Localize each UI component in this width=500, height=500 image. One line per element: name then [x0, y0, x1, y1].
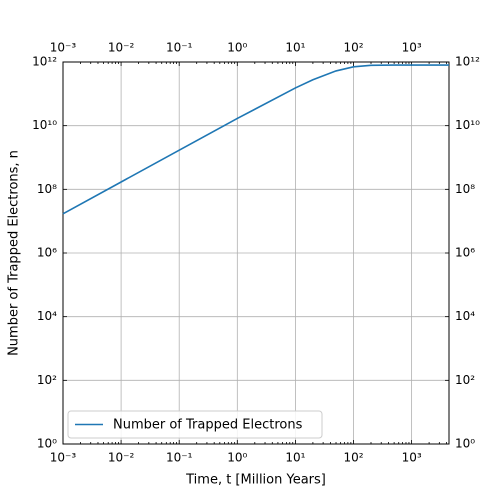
x-tick-label-top: 10³ [402, 41, 422, 55]
x-tick-label: 10³ [402, 451, 422, 465]
x-tick-label: 10⁰ [227, 451, 247, 465]
y-tick-label: 10⁴ [37, 309, 57, 323]
y-tick-label-right: 10¹² [455, 55, 480, 69]
y-tick-label-right: 10⁰ [455, 437, 475, 451]
y-tick-label-right: 10⁴ [455, 309, 475, 323]
y-tick-label-right: 10⁶ [455, 246, 475, 260]
y-tick-label: 10¹⁰ [32, 118, 57, 132]
x-tick-label: 10⁻¹ [166, 451, 193, 465]
y-tick-label: 10⁰ [37, 437, 57, 451]
y-tick-label: 10⁸ [37, 182, 57, 196]
y-tick-label: 10² [37, 373, 57, 387]
x-axis-label: Time, t [Million Years] [185, 473, 326, 488]
x-tick-label-top: 10⁻² [108, 41, 135, 55]
y-tick-label: 10⁶ [37, 246, 57, 260]
x-tick-label: 10¹ [285, 451, 305, 465]
x-tick-label-top: 10² [343, 41, 363, 55]
legend: Number of Trapped Electrons [67, 410, 323, 439]
y-tick-label-right: 10² [455, 373, 475, 387]
data-line [62, 64, 449, 215]
x-tick-label: 10² [343, 451, 363, 465]
x-tick-label: 10⁻² [108, 451, 135, 465]
x-tick-label-top: 10⁰ [227, 41, 247, 55]
y-axis-label: Number of Trapped Electrons, n [7, 150, 22, 356]
x-tick-label: 10⁻³ [50, 451, 77, 465]
legend-box [67, 410, 323, 439]
x-tick-label-top: 10¹ [285, 41, 305, 55]
y-tick-label-right: 10¹⁰ [455, 118, 480, 132]
plot-frame [62, 61, 450, 445]
y-tick-label: 10¹² [32, 55, 57, 69]
x-tick-label-top: 10⁻¹ [166, 41, 193, 55]
x-tick-label-top: 10⁻³ [50, 41, 77, 55]
y-tick-label-right: 10⁸ [455, 182, 475, 196]
legend-label: Number of Trapped Electrons [113, 418, 303, 433]
